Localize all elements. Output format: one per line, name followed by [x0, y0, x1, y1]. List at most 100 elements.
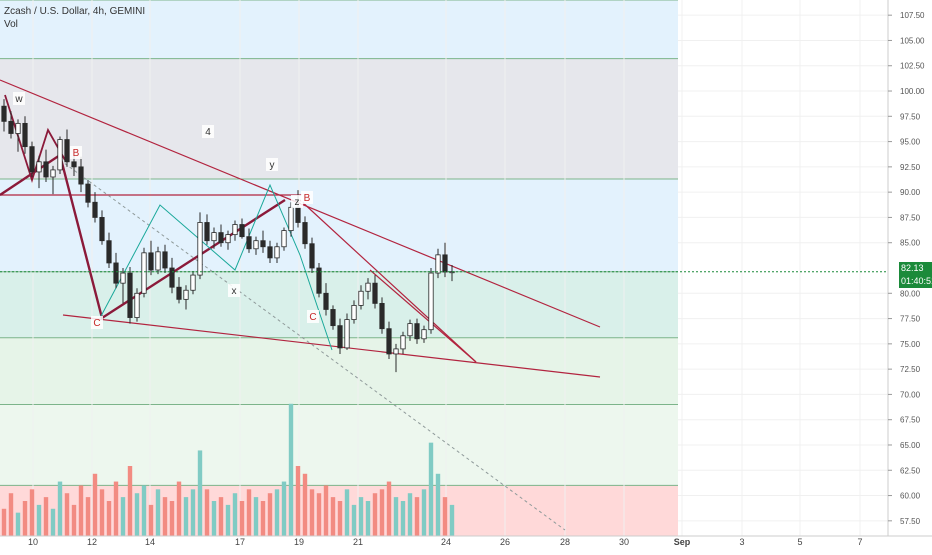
wave-label: 4 [205, 127, 211, 138]
volume-bar [393, 497, 399, 536]
time-axis-bg [0, 536, 932, 550]
candle-body [400, 335, 406, 350]
volume-bar [64, 493, 70, 536]
candle-body [218, 232, 224, 244]
price-tick-label: 100.00 [900, 87, 925, 96]
volume-bar [197, 450, 203, 536]
candle-body [190, 274, 196, 291]
volume-bar [225, 504, 231, 536]
volume-bar [162, 497, 168, 536]
zone-band [0, 404, 678, 486]
volume-bar [148, 504, 154, 536]
volume-bar [141, 485, 147, 536]
volume-bar [386, 481, 392, 536]
volume-bar [260, 501, 266, 536]
volume-bar [351, 504, 357, 536]
time-tick-label: 30 [619, 537, 629, 547]
candle-body [176, 286, 182, 300]
wave-label-bg [301, 191, 313, 204]
volume-bar [288, 403, 294, 536]
candle-body [197, 222, 203, 276]
wave-label: B [304, 193, 311, 204]
candle-body [57, 139, 63, 171]
candle-body [428, 272, 434, 331]
volume-bar [421, 489, 427, 536]
volume-bar [323, 485, 329, 536]
volume-bar [316, 493, 322, 536]
volume-bar [302, 473, 308, 536]
wave-label: w [14, 94, 23, 105]
volume-bar [71, 504, 77, 536]
symbol-title: Zcash / U.S. Dollar, 4h, GEMINI [4, 6, 146, 17]
candle-body [253, 240, 259, 250]
volume-bar [169, 501, 175, 536]
candle-body [239, 224, 245, 238]
volume-bar [435, 473, 441, 536]
price-tick-label: 97.50 [900, 112, 921, 121]
wave-label-bg [307, 310, 319, 323]
volume-bar [211, 501, 217, 536]
candle-body [134, 292, 140, 318]
time-tick-label: 14 [145, 537, 155, 547]
volume-bar [176, 481, 182, 536]
volume-bar [232, 493, 238, 536]
volume-bar [274, 489, 280, 536]
volume-bar [99, 489, 105, 536]
candle-body [50, 169, 56, 178]
candle-body [99, 217, 105, 242]
volume-bar [218, 497, 224, 536]
volume-bar [295, 466, 301, 536]
candle-body [71, 161, 77, 168]
candle-body [127, 272, 133, 318]
time-tick-label: 3 [739, 537, 744, 547]
volume-bar [113, 481, 119, 536]
volume-bar [414, 497, 420, 536]
price-tick-label: 90.00 [900, 188, 921, 197]
candle-body [421, 329, 427, 340]
price-tick-label: 92.50 [900, 163, 921, 172]
time-tick-label: 10 [28, 537, 38, 547]
price-tick-label: 77.50 [900, 315, 921, 324]
candle-body [148, 252, 154, 271]
candle-body [372, 282, 378, 304]
candle-body [78, 166, 84, 185]
candle-body [351, 305, 357, 320]
candle-body [442, 254, 448, 273]
wave-label: x [232, 286, 237, 297]
candle-body [316, 267, 322, 294]
candle-body [232, 224, 238, 236]
candle-body [358, 290, 364, 306]
candle-body [274, 246, 280, 259]
candle-body [435, 254, 441, 274]
price-tick-label: 85.00 [900, 239, 921, 248]
candle-body [309, 243, 315, 269]
candle-body [36, 161, 42, 173]
volume-bar [8, 493, 14, 536]
candle-body [379, 302, 385, 330]
time-tick-label: 7 [857, 537, 862, 547]
volume-bar [365, 501, 371, 536]
volume-label: Vol [4, 19, 18, 30]
volume-bar [330, 497, 336, 536]
volume-bar [92, 473, 98, 536]
volume-bar [50, 508, 56, 536]
time-tick-label: 17 [235, 537, 245, 547]
volume-bar [43, 497, 49, 536]
time-tick-label: 19 [294, 537, 304, 547]
volume-bar [281, 481, 287, 536]
wave-label: z [295, 197, 300, 208]
price-tick-label: 67.50 [900, 416, 921, 425]
volume-bar [85, 497, 91, 536]
candle-body [323, 292, 329, 310]
price-tick-label: 107.50 [900, 11, 925, 20]
time-tick-label: 12 [87, 537, 97, 547]
volume-bar [358, 497, 364, 536]
candle-body [106, 240, 112, 264]
volume-bar [29, 489, 35, 536]
candle-body [295, 206, 301, 223]
volume-bar [337, 501, 343, 536]
candle-body [288, 206, 294, 231]
candle-body [330, 309, 336, 327]
